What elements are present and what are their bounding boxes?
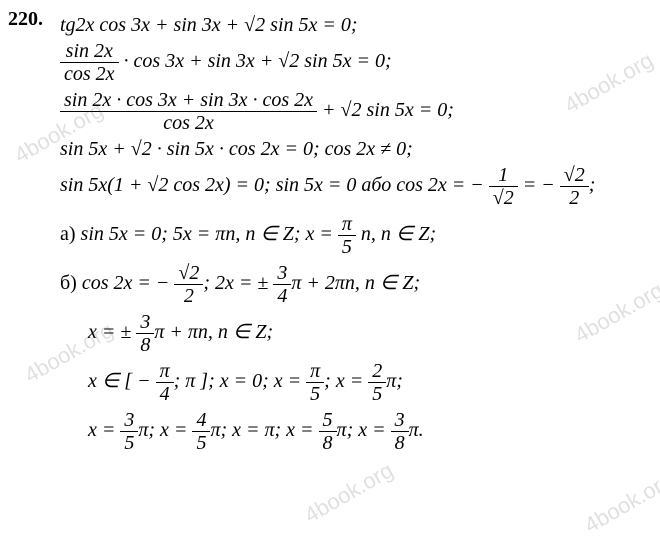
numerator: 3	[120, 409, 138, 432]
denominator: 5	[192, 432, 210, 454]
text: π + 2πn, n ∈ Z;	[291, 272, 420, 294]
fraction: 2 5	[368, 360, 386, 405]
text: ; π ]; x = 0; x =	[174, 370, 307, 392]
text: x = ±	[88, 321, 131, 343]
text: π; x =	[138, 419, 192, 441]
denominator: cos 2x	[60, 112, 317, 134]
numerator: 2	[368, 360, 386, 383]
watermark-text: 4book.org	[300, 457, 398, 528]
text: = −	[518, 174, 555, 196]
denominator: 8	[391, 432, 409, 454]
text: · cos 3x + sin 3x + √2 sin 5x = 0;	[119, 50, 392, 72]
text: cos 2x = −	[82, 272, 170, 294]
text: n, n ∈ Z;	[356, 223, 436, 245]
denominator: 4	[273, 285, 291, 307]
fraction: π 4	[156, 360, 174, 405]
text: x ∈ [ −	[88, 370, 151, 392]
denominator: 5	[368, 383, 386, 405]
denominator: cos 2x	[60, 63, 119, 85]
fraction: 3 8	[136, 311, 154, 356]
eq-line-4: sin 5x + √2 · sin 5x · cos 2x = 0; cos 2…	[60, 138, 640, 160]
fraction: 3 5	[120, 409, 138, 454]
text: ; x =	[324, 370, 368, 392]
text: ;	[589, 174, 596, 196]
denominator: 4	[156, 383, 174, 405]
denominator: 5	[306, 383, 324, 405]
text: π; x =	[337, 419, 391, 441]
denominator: 8	[319, 432, 337, 454]
denominator: 5	[120, 432, 138, 454]
eq-line-interval: x ∈ [ − π 4 ; π ]; x = 0; x = π 5 ; x = …	[60, 360, 640, 405]
text: x =	[88, 419, 120, 441]
eq-line-2: sin 2x cos 2x · cos 3x + sin 3x + √2 sin…	[60, 40, 640, 85]
numerator: 3	[273, 262, 291, 285]
part-label-a: а)	[60, 223, 81, 245]
numerator: √2	[560, 164, 589, 187]
numerator: π	[306, 360, 324, 383]
text: + √2 sin 5x = 0;	[317, 99, 454, 121]
numerator: 3	[391, 409, 409, 432]
fraction: 4 5	[192, 409, 210, 454]
text: ; 2x = ±	[203, 272, 268, 294]
fraction: π 5	[306, 360, 324, 405]
eq-line-1: tg2x cos 3x + sin 3x + √2 sin 5x = 0;	[60, 14, 640, 36]
denominator: 2	[174, 285, 203, 307]
eq-line-b2: x = ± 3 8 π + πn, n ∈ Z;	[60, 311, 640, 356]
fraction: 3 4	[273, 262, 291, 307]
fraction: sin 2x · cos 3x + sin 3x · cos 2x cos 2x	[60, 89, 317, 134]
text: sin 5x = 0; 5x = πn, n ∈ Z; x =	[81, 223, 338, 245]
fraction: √2 2	[174, 262, 203, 307]
fraction: √2 2	[560, 164, 589, 209]
numerator: 1	[489, 164, 518, 187]
page: 220. tg2x cos 3x + sin 3x + √2 sin 5x = …	[0, 0, 660, 519]
fraction: 1 √2	[489, 164, 518, 209]
part-label-b: б)	[60, 272, 82, 294]
text: π + πn, n ∈ Z;	[154, 321, 273, 343]
numerator: √2	[174, 262, 203, 285]
numerator: 3	[136, 311, 154, 334]
eq-line-5: sin 5x(1 + √2 cos 2x) = 0; sin 5x = 0 аб…	[60, 164, 640, 209]
denominator: 5	[338, 236, 356, 258]
denominator: √2	[489, 187, 518, 209]
fraction: 3 8	[391, 409, 409, 454]
numerator: sin 2x · cos 3x + sin 3x · cos 2x	[60, 89, 317, 112]
text: sin 5x(1 + √2 cos 2x) = 0; sin 5x = 0 аб…	[60, 174, 484, 196]
numerator: 4	[192, 409, 210, 432]
text: π.	[409, 419, 424, 441]
eq-line-a: а) sin 5x = 0; 5x = πn, n ∈ Z; x = π 5 n…	[60, 213, 640, 258]
numerator: π	[338, 213, 356, 236]
problem-number: 220.	[8, 8, 43, 31]
denominator: 2	[560, 187, 589, 209]
text: π; x = π; x =	[210, 419, 318, 441]
denominator: 8	[136, 334, 154, 356]
fraction: π 5	[338, 213, 356, 258]
fraction: sin 2x cos 2x	[60, 40, 119, 85]
watermark-text: 4book.org	[580, 467, 660, 538]
text: π;	[386, 370, 403, 392]
numerator: 5	[319, 409, 337, 432]
eq-line-solutions: x = 3 5 π; x = 4 5 π; x = π; x = 5 8 π; …	[60, 409, 640, 454]
fraction: 5 8	[319, 409, 337, 454]
numerator: sin 2x	[60, 40, 119, 63]
eq-line-b: б) cos 2x = − √2 2 ; 2x = ± 3 4 π + 2πn,…	[60, 262, 640, 307]
eq-line-3: sin 2x · cos 3x + sin 3x · cos 2x cos 2x…	[60, 89, 640, 134]
numerator: π	[156, 360, 174, 383]
